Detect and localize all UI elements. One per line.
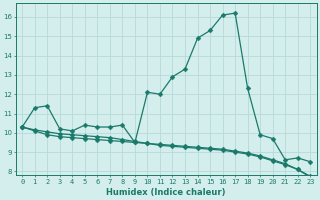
X-axis label: Humidex (Indice chaleur): Humidex (Indice chaleur)	[107, 188, 226, 197]
